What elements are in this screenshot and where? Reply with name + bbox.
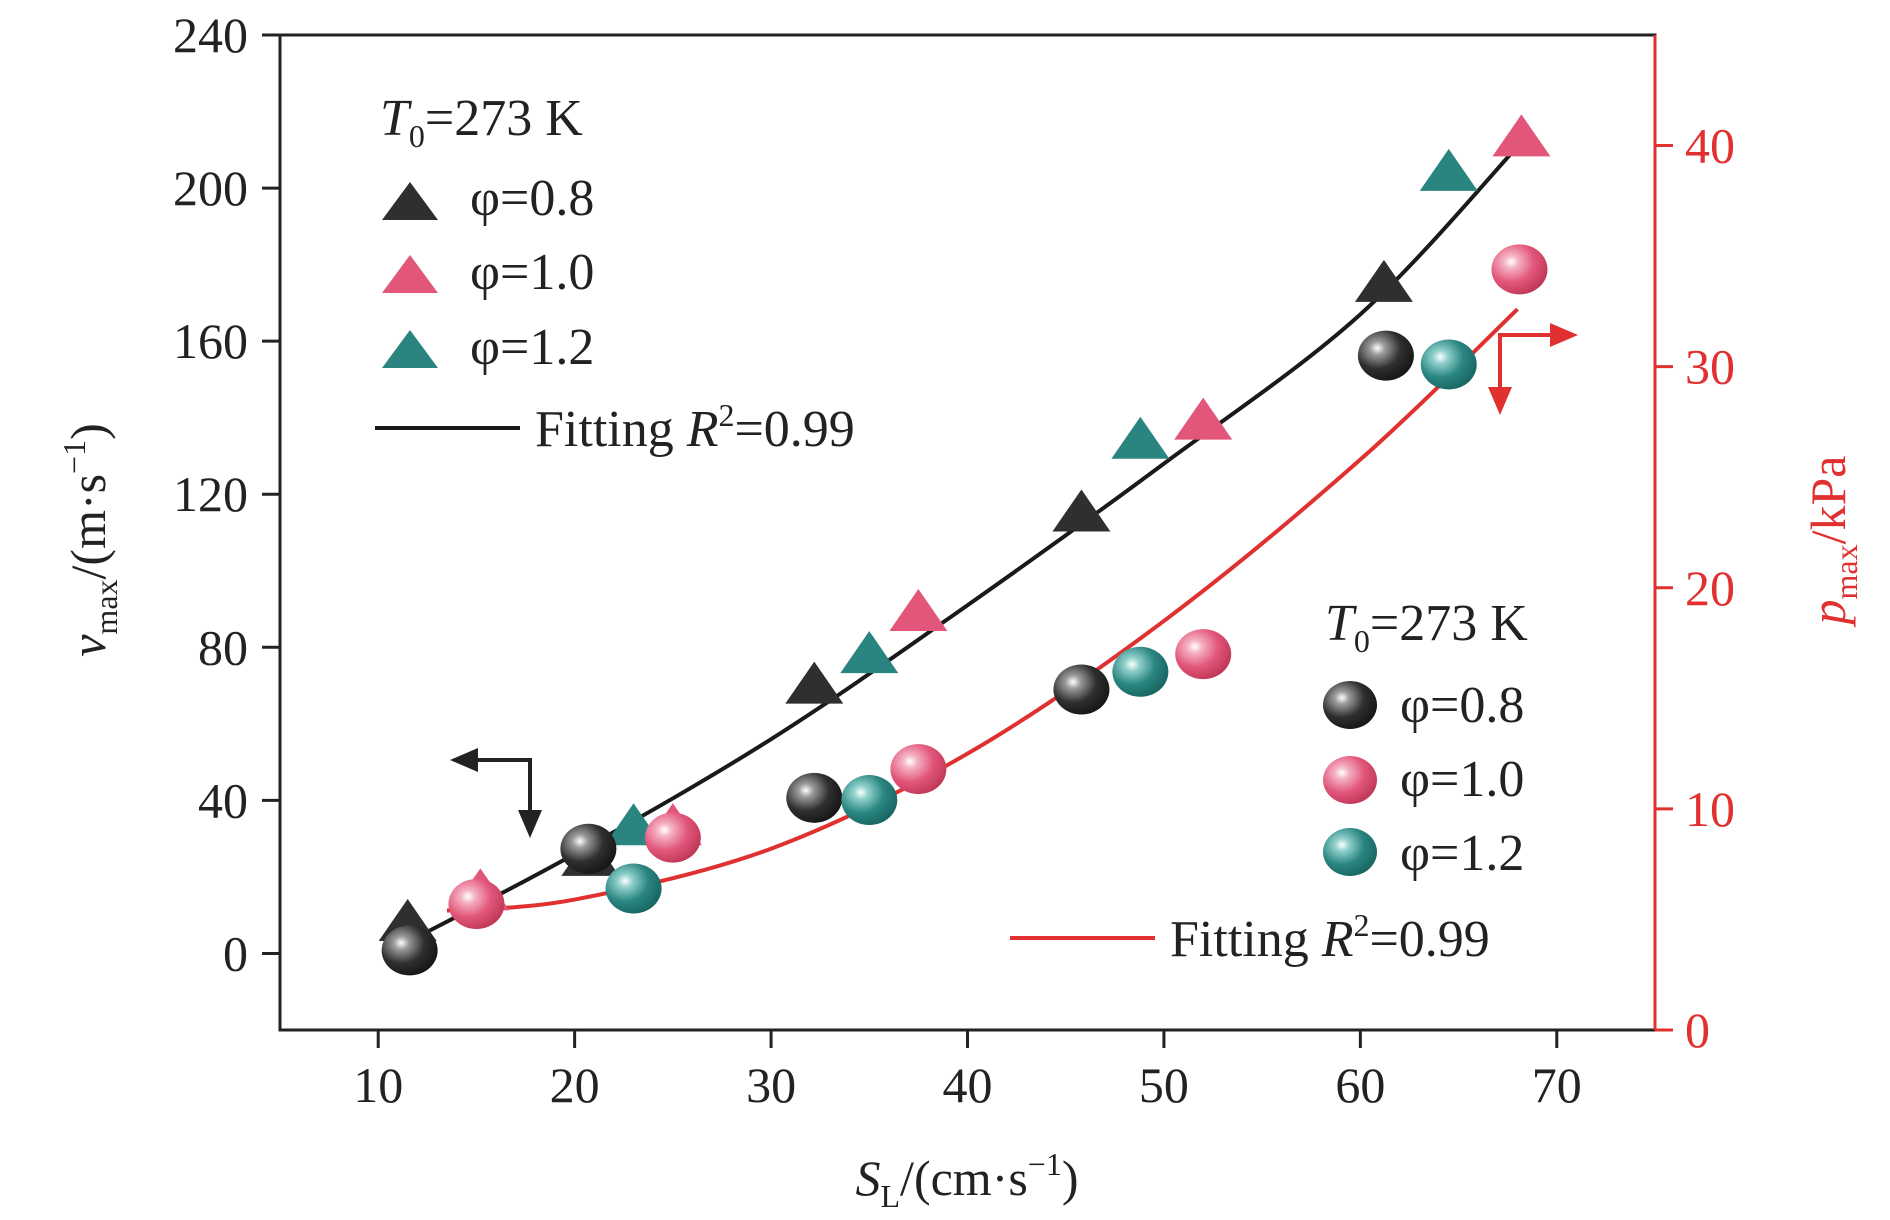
sphere-point-black <box>786 772 843 823</box>
sphere-point-black <box>560 823 617 874</box>
y-left-tick-label: 160 <box>173 313 248 369</box>
y-right-tick-label: 30 <box>1685 339 1735 395</box>
legend-sphere-black-icon <box>1323 681 1377 729</box>
y-right-tick-label: 20 <box>1685 560 1735 616</box>
data-markers <box>378 114 1551 976</box>
y-left-tick-label: 120 <box>173 466 248 522</box>
x-axis-label: SL/(cm·s−1) <box>856 1146 1079 1214</box>
legend-spheres-item-3: φ=1.2 <box>1400 825 1524 882</box>
legend-triangles-item-2: φ=1.0 <box>470 244 594 301</box>
legend-triangles-item-1: φ=0.8 <box>470 170 594 227</box>
x-tick-label: 30 <box>746 1057 796 1113</box>
triangle-point-black <box>1052 489 1111 532</box>
triangle-point-black <box>785 661 844 704</box>
right-axis-arrow <box>1488 323 1578 415</box>
sphere-point-black <box>1053 664 1110 715</box>
triangle-point-teal <box>1111 416 1170 459</box>
y-right-tick-label: 40 <box>1685 118 1735 174</box>
x-tick-label: 60 <box>1335 1057 1385 1113</box>
legend-spheres-item-2: φ=1.0 <box>1400 751 1524 808</box>
sphere-point-black <box>381 925 438 976</box>
sphere-point-pink <box>644 812 701 863</box>
sphere-point-teal <box>1420 339 1477 390</box>
triangle-point-pink <box>889 588 948 631</box>
x-tick-label: 20 <box>550 1057 600 1113</box>
left-axis-arrow <box>450 748 542 838</box>
sphere-point-teal <box>841 775 898 826</box>
axis-tick-labels: 10 20 30 40 50 60 70 0 40 80 120 160 200 240 0 10 20 30 40 <box>173 7 1735 1113</box>
sphere-point-pink <box>1491 244 1548 295</box>
triangle-point-pink <box>1174 397 1233 440</box>
legend-triangle-pink-icon <box>382 255 438 293</box>
legend-sphere-teal-icon <box>1323 828 1377 876</box>
legend-triangles-header: T0=273 K <box>380 90 583 154</box>
legend-triangles-item-3: φ=1.2 <box>470 319 594 376</box>
y-left-tick-label: 80 <box>198 619 248 675</box>
y-left-axis-label: vmax/(m·s−1) <box>56 423 124 657</box>
y-right-axis-label: pmax/kPa <box>1800 456 1864 628</box>
legend-triangle-black-icon <box>382 182 438 220</box>
fit-curve-red <box>446 307 1519 913</box>
legend-spheres-header: T0=273 K <box>1325 595 1528 659</box>
y-left-tick-label: 40 <box>198 772 248 828</box>
legend-triangles-fit-label: Fitting R2=0.99 <box>535 397 855 458</box>
x-tick-label: 10 <box>353 1057 403 1113</box>
legend-spheres-fit-label: Fitting R2=0.99 <box>1170 907 1490 968</box>
triangle-point-teal <box>840 631 899 674</box>
legend-sphere-pink-icon <box>1323 756 1377 804</box>
legend-triangle-teal-icon <box>382 330 438 368</box>
legend-spheres-item-1: φ=0.8 <box>1400 677 1524 734</box>
legend-spheres: T0=273 K φ=0.8 φ=1.0 φ=1.2 Fitting R2=0.… <box>1010 595 1528 968</box>
sphere-point-teal <box>605 863 662 914</box>
triangle-point-black <box>1354 259 1413 302</box>
sphere-point-black <box>1357 330 1414 381</box>
y-left-tick-label: 200 <box>173 160 248 216</box>
sphere-point-pink <box>890 744 947 795</box>
y-right-tick-label: 10 <box>1685 781 1735 837</box>
y-left-tick-label: 240 <box>173 7 248 63</box>
triangle-point-pink <box>1492 114 1551 157</box>
legend-triangles: T0=273 K φ=0.8 φ=1.0 φ=1.2 Fitting R2=0.… <box>375 90 855 458</box>
x-tick-label: 40 <box>943 1057 993 1113</box>
sphere-point-pink <box>1175 629 1232 680</box>
axis-ticks <box>262 33 1673 1048</box>
x-tick-label: 50 <box>1139 1057 1189 1113</box>
triangle-point-teal <box>1419 148 1478 191</box>
x-tick-label: 70 <box>1532 1057 1582 1113</box>
sphere-point-teal <box>1112 646 1169 697</box>
y-left-tick-label: 0 <box>223 925 248 981</box>
y-right-tick-label: 0 <box>1685 1002 1710 1058</box>
sphere-point-pink <box>448 878 505 929</box>
